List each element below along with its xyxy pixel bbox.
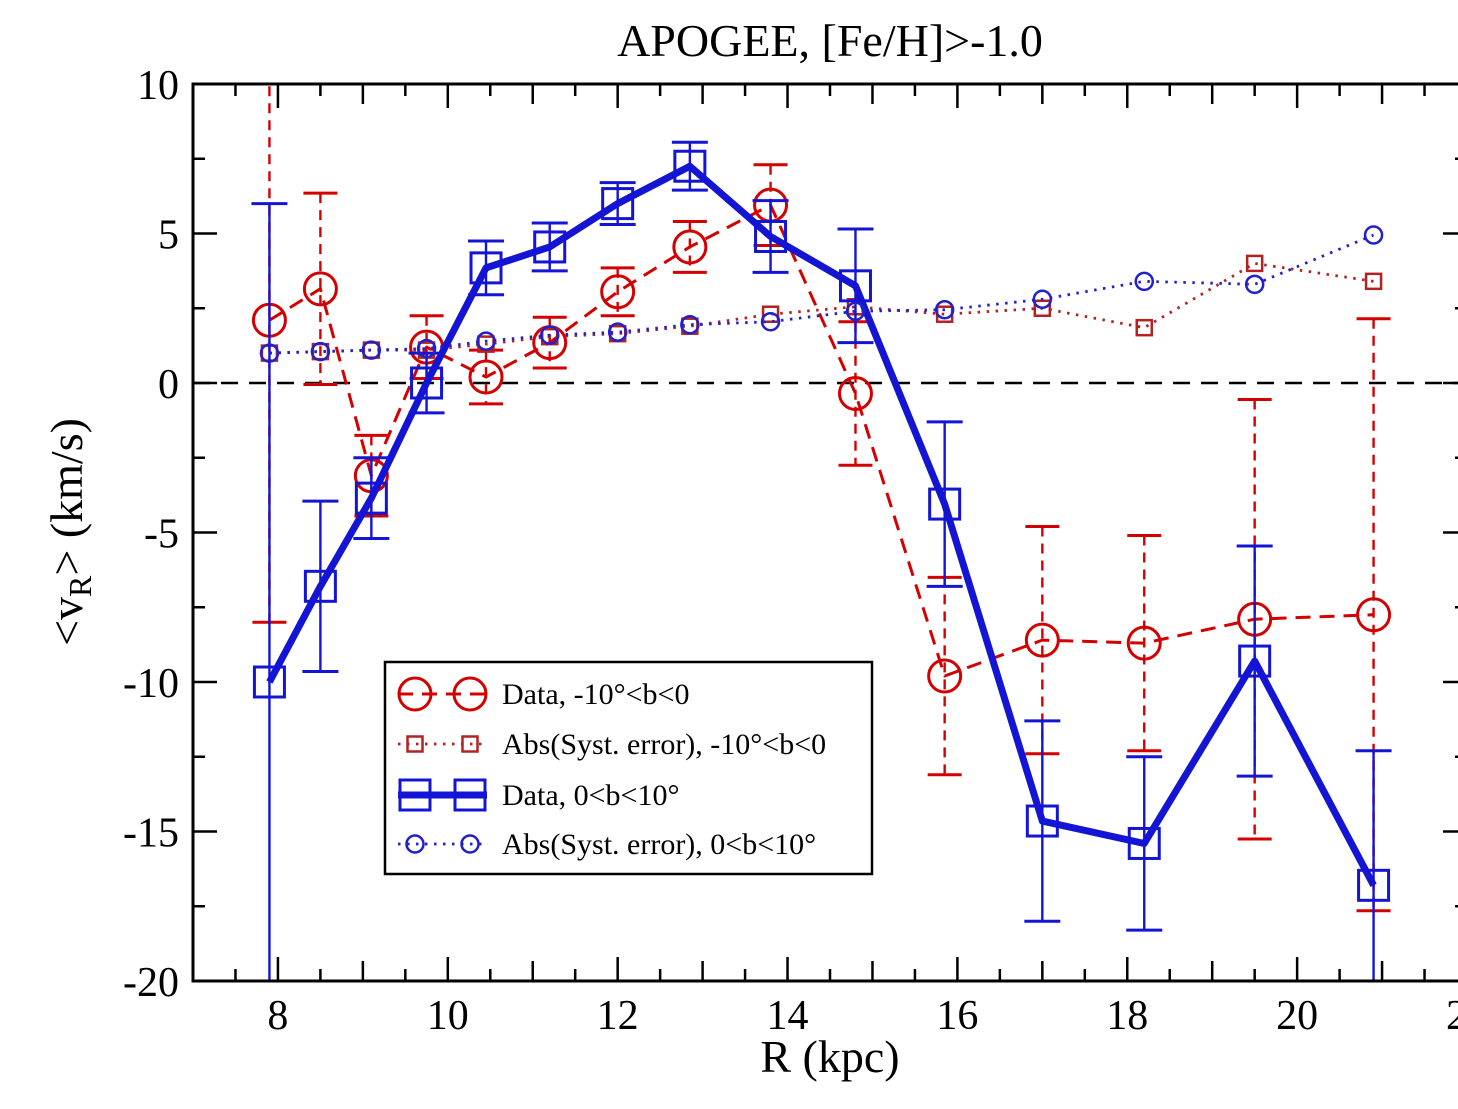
y-tick-label: -10	[123, 661, 179, 707]
data-point-marker	[601, 187, 635, 221]
x-tick-label: 8	[267, 993, 288, 1039]
data-point-marker	[1357, 868, 1391, 902]
series-1	[260, 254, 1383, 362]
apogee-velocity-chart: APOGEE, [Fe/H]>-1.0 8 10 12 14 16 18 20 22 10 5 0 -…	[40, 16, 1458, 1093]
x-tick-label: 12	[597, 993, 639, 1039]
x-tick-label: 14	[767, 993, 809, 1039]
data-point-marker	[1135, 318, 1154, 337]
data-point-marker	[845, 301, 866, 321]
legend-label: Data, -10°<b<0	[502, 678, 689, 711]
legend-marker	[406, 735, 424, 753]
data-point-marker	[410, 366, 444, 400]
series-2-error-bars	[251, 140, 1392, 981]
data-point-marker	[468, 359, 504, 395]
chart-canvas: APOGEE, [Fe/H]>-1.0 8 10 12 14 16 18 20 22 10 5 0 -…	[41, 16, 1458, 1082]
data-point-marker	[600, 274, 636, 310]
data-point-marker	[1356, 597, 1392, 633]
legend-marker	[405, 834, 425, 854]
data-point-marker	[1126, 625, 1162, 661]
data-point-marker	[310, 341, 331, 362]
data-point-marker	[361, 340, 382, 360]
legend-marker	[397, 676, 433, 712]
data-point-marker	[303, 569, 337, 603]
axes-layer: 8 10 12 14 16 18 20 22 10 5 0 -5 -10 -15 -20	[123, 63, 1458, 1039]
x-axis-label: R (kpc)	[760, 1031, 899, 1082]
legend-entry-0: Data, -10°<b<0	[397, 676, 689, 712]
data-point-marker	[1364, 272, 1383, 291]
chart-title: APOGEE, [Fe/H]>-1.0	[617, 16, 1043, 66]
data-point-marker	[1245, 254, 1264, 273]
y-tick-label: -15	[123, 811, 179, 857]
data-point-marker	[607, 322, 628, 342]
legend-entry-3: Abs(Syst. error), 0<b<10°	[398, 828, 816, 861]
data-point-marker	[1025, 804, 1059, 838]
data-point-marker	[927, 658, 963, 694]
plot-area	[193, 84, 1458, 981]
data-point-marker	[1127, 826, 1161, 860]
legend-label: Data, 0<b<10°	[502, 779, 679, 812]
series-0-line	[268, 203, 1374, 678]
x-tick-label: 10	[427, 993, 469, 1039]
data-point-marker	[673, 149, 707, 183]
legend-marker	[398, 778, 432, 812]
legend-box	[383, 660, 874, 876]
data-point-marker	[259, 343, 280, 363]
series-3-line	[269, 233, 1375, 355]
data-point-marker	[1134, 271, 1155, 292]
data-point-marker	[416, 338, 437, 359]
data-point-marker	[837, 375, 873, 411]
series-1-line	[269, 261, 1374, 355]
data-point-marker	[1244, 274, 1265, 295]
data-point-marker	[469, 251, 503, 285]
legend-marker	[452, 676, 488, 712]
data-point-marker	[1033, 299, 1052, 317]
series-3-markers	[259, 225, 1384, 363]
legend-marker	[460, 834, 480, 854]
legend-marker	[453, 778, 487, 812]
data-point-marker	[760, 311, 781, 332]
x-tick-label: 22	[1446, 993, 1458, 1039]
data-point-marker	[934, 299, 955, 320]
data-point-marker	[928, 487, 962, 521]
legend-entry-1: Abs(Syst. error), -10°<b<0	[398, 728, 826, 761]
data-point-marker	[539, 325, 560, 345]
data-point-marker	[1238, 644, 1272, 678]
data-point-marker	[754, 219, 788, 253]
series-2	[251, 140, 1392, 981]
x-tick-label: 20	[1276, 993, 1318, 1039]
data-point-marker	[838, 269, 872, 303]
x-tick-label: 16	[936, 993, 978, 1039]
data-point-marker	[533, 230, 567, 264]
series-2-line	[266, 162, 1377, 887]
data-point-marker	[1032, 289, 1053, 310]
data-point-marker	[1024, 622, 1060, 658]
legend: Data, -10°<b<0 Abs(Syst. error), -10°<b<0…	[383, 660, 874, 876]
data-point-marker	[476, 331, 496, 351]
series-3	[259, 225, 1384, 363]
series-1-markers	[260, 254, 1383, 362]
data-point-marker	[680, 314, 700, 335]
legend-label: Abs(Syst. error), -10°<b<0	[502, 728, 826, 761]
data-point-marker	[672, 229, 708, 265]
data-point-marker	[354, 481, 388, 515]
data-point-marker	[252, 665, 286, 699]
x-tick-label: 18	[1106, 993, 1148, 1039]
y-tick-label: -20	[123, 960, 179, 1006]
y-tick-label: 5	[158, 213, 179, 259]
legend-label: Abs(Syst. error), 0<b<10°	[502, 828, 816, 861]
series-2-markers	[252, 149, 1391, 902]
legend-entry-2: Data, 0<b<10°	[398, 778, 679, 812]
legend-marker	[461, 735, 479, 753]
data-point-marker	[761, 305, 780, 323]
y-axis-label: <vR> (km/s)	[41, 418, 98, 646]
data-point-marker	[1363, 225, 1384, 245]
y-tick-label: 10	[137, 63, 179, 109]
data-point-marker	[302, 271, 338, 307]
y-tick-label: 0	[158, 362, 179, 408]
y-tick-label: -5	[144, 512, 179, 558]
